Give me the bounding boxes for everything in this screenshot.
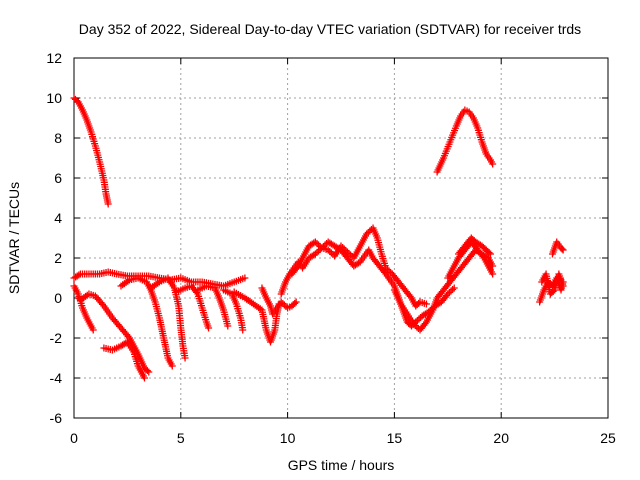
data-point-marker <box>326 248 334 255</box>
series-arc-21 <box>548 238 567 258</box>
y-tick-label: 6 <box>54 170 62 186</box>
data-point-marker <box>145 368 153 376</box>
data-point-marker <box>311 238 319 246</box>
data-point-marker <box>363 230 371 238</box>
data-point-marker <box>292 298 300 306</box>
data-point-marker <box>355 259 363 267</box>
x-axis-ticks: 0 5 10 15 20 25 <box>70 58 616 446</box>
data-point-marker <box>421 320 429 328</box>
data-point-marker <box>450 284 458 292</box>
data-point-marker <box>364 229 372 236</box>
y-axis-label: SDTVAR / TECUs <box>6 182 22 294</box>
y-axis-ticks: -6 -4 -2 0 2 4 6 8 10 12 <box>46 50 608 426</box>
data-point-marker <box>327 249 335 257</box>
data-point-marker <box>224 322 232 330</box>
data-point-marker <box>381 268 389 276</box>
series-arc-1 <box>70 94 112 208</box>
y-tick-label: 2 <box>54 250 62 266</box>
data-point-marker <box>239 326 247 334</box>
data-point-marker <box>413 317 421 324</box>
data-point-marker <box>445 289 453 296</box>
y-tick-label: -6 <box>50 410 63 426</box>
data-point-marker <box>315 241 323 249</box>
data-point-marker <box>279 300 287 307</box>
data-point-marker <box>324 246 332 254</box>
data-point-marker <box>549 287 557 295</box>
y-tick-label: 10 <box>46 90 62 106</box>
data-point-marker <box>559 246 567 254</box>
y-tick-label: -4 <box>50 370 63 386</box>
series-arc-10 <box>220 286 247 334</box>
series-arc-11 <box>230 288 283 346</box>
series-arc-9 <box>194 282 232 330</box>
data-point-marker <box>321 241 329 249</box>
data-point-marker <box>489 160 497 168</box>
series-arc-17 <box>454 234 495 258</box>
plot-frame <box>73 57 609 419</box>
data-point-marker <box>366 227 374 235</box>
data-point-marker <box>485 249 493 257</box>
data-point-marker <box>313 249 321 256</box>
data-point-marker <box>89 326 97 334</box>
series-arc-4 <box>76 290 153 376</box>
y-tick-label: 12 <box>46 50 62 66</box>
x-tick-label: 25 <box>600 430 616 446</box>
series-arc-6 <box>117 274 176 370</box>
data-point-marker <box>444 290 452 298</box>
data-point-marker <box>75 271 83 279</box>
data-point-marker <box>98 300 106 308</box>
series-arc-7 <box>147 274 189 362</box>
data-point-marker <box>241 274 249 282</box>
data-point-marker <box>410 320 418 328</box>
data-marks <box>70 94 567 382</box>
series-arc-5 <box>100 338 148 382</box>
series-arc-20 <box>538 270 567 298</box>
x-tick-label: 0 <box>70 430 78 446</box>
x-tick-label: 15 <box>387 430 403 446</box>
data-point-marker <box>293 264 301 272</box>
data-point-marker <box>559 282 567 290</box>
data-point-marker <box>318 244 326 252</box>
chart-title: Day 352 of 2022, Sidereal Day-to-day VTE… <box>79 21 581 37</box>
x-tick-label: 10 <box>280 430 296 446</box>
data-point-marker <box>319 243 327 250</box>
y-tick-label: 0 <box>54 290 62 306</box>
series-arc-8 <box>173 282 213 332</box>
data-point-marker <box>104 200 112 208</box>
data-point-marker <box>447 287 455 295</box>
data-point-marker <box>277 298 285 306</box>
data-point-marker <box>168 362 176 370</box>
grid <box>74 58 608 418</box>
y-tick-label: 8 <box>54 130 62 146</box>
series-arc-18 <box>433 106 497 176</box>
data-point-marker <box>487 250 495 258</box>
y-tick-label: -2 <box>50 330 63 346</box>
data-point-marker <box>143 367 151 375</box>
data-point-marker <box>422 300 430 308</box>
data-point-marker <box>411 322 419 329</box>
data-point-marker <box>313 240 321 247</box>
series-arc-15 <box>390 246 497 334</box>
data-point-marker <box>311 250 319 258</box>
x-tick-label: 20 <box>493 430 509 446</box>
data-point-marker <box>406 292 414 300</box>
data-point-marker <box>280 301 288 309</box>
data-point-marker <box>140 374 148 382</box>
series-arc-12 <box>258 284 300 318</box>
data-point-marker <box>205 324 213 332</box>
data-point-marker <box>291 299 299 307</box>
x-tick-label: 5 <box>177 430 185 446</box>
data-point-marker <box>489 270 497 278</box>
x-axis-label: GPS time / hours <box>288 457 395 473</box>
data-point-marker <box>124 332 132 340</box>
y-tick-label: 4 <box>54 210 62 226</box>
data-point-marker <box>415 315 423 323</box>
data-point-marker <box>315 247 323 255</box>
data-point-marker <box>181 354 189 362</box>
data-point-marker <box>479 252 487 260</box>
data-point-marker <box>449 286 457 293</box>
data-point-marker <box>558 245 566 253</box>
